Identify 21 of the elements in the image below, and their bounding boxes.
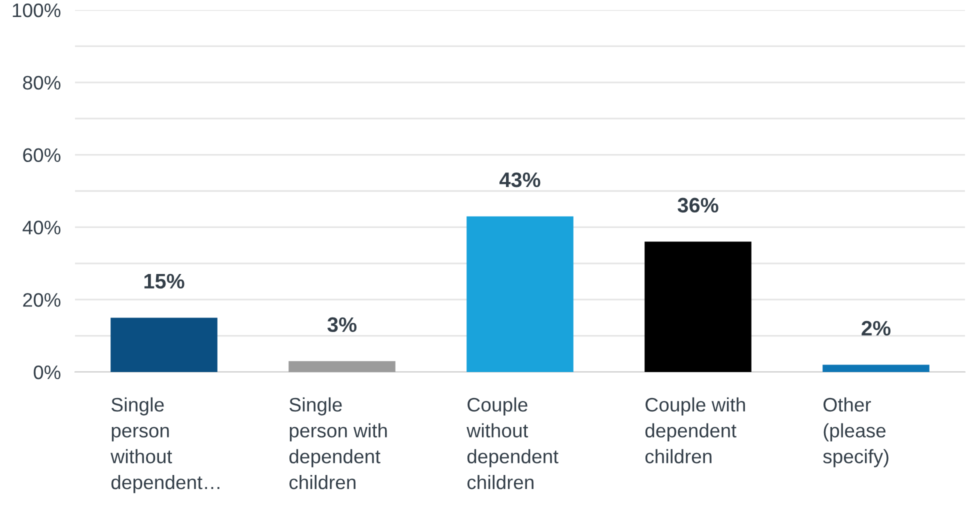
- x-tick-label: Couple with dependent children: [645, 397, 745, 464]
- data-label: 2%: [862, 320, 891, 336]
- bar: [288, 361, 396, 372]
- bar: [822, 364, 930, 372]
- data-label: 15%: [144, 274, 184, 289]
- y-tick-label: 60%: [23, 148, 60, 162]
- data-label: 3%: [327, 317, 357, 332]
- data-label: 36%: [678, 198, 718, 213]
- x-tick-label: Couple without dependent children: [466, 397, 558, 490]
- bar: [110, 318, 218, 372]
- x-tick-label: Other (please specify): [823, 397, 888, 468]
- x-tick-label: Single person without dependent…: [110, 397, 220, 494]
- y-tick-label: 0%: [34, 365, 60, 380]
- bar: [644, 242, 752, 372]
- data-label: 43%: [499, 172, 540, 188]
- bar: [466, 216, 574, 372]
- y-tick-label: 40%: [22, 220, 60, 234]
- x-tick-label: Single person with dependent children: [289, 397, 387, 490]
- y-tick-label: 80%: [23, 76, 60, 90]
- y-tick-label: 100%: [12, 3, 60, 18]
- y-tick-label: 20%: [23, 293, 60, 307]
